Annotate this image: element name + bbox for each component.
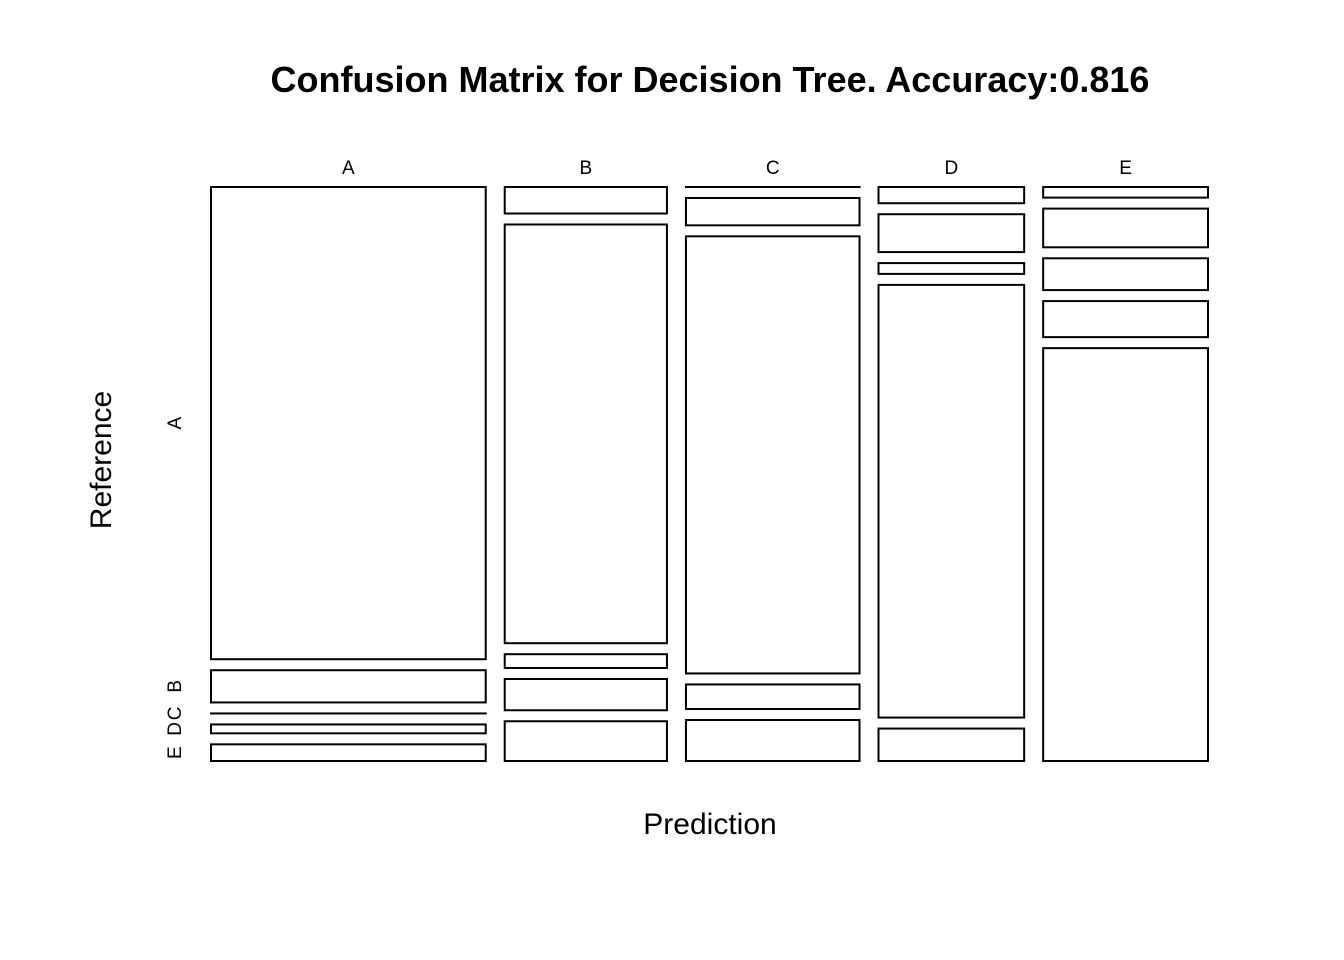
cell-pred-b-ref-d (503, 677, 668, 712)
prediction-label-e: E (1119, 158, 1132, 179)
mosaic-cells (210, 186, 1210, 763)
reference-label-e: E (165, 746, 186, 759)
cell-pred-b-ref-e (503, 720, 668, 762)
cell-pred-d-ref-d (877, 283, 1026, 719)
cell-pred-c-ref-d (684, 683, 861, 711)
prediction-label-d: D (944, 158, 958, 179)
x-axis-label: Prediction (643, 808, 776, 841)
prediction-label-c: C (766, 158, 780, 179)
reference-label-a: A (165, 416, 186, 429)
cell-pred-d-ref-b (877, 213, 1026, 254)
cell-pred-c-ref-c (684, 235, 861, 675)
cell-pred-a-ref-e (210, 743, 487, 762)
reference-tick-labels: A B CDE (165, 416, 186, 759)
cell-pred-d-ref-e (877, 727, 1026, 763)
prediction-label-a: A (342, 158, 355, 179)
cell-pred-a-ref-b (210, 669, 487, 704)
cell-pred-b-ref-b (503, 223, 668, 645)
reference-label-b: B (165, 680, 186, 693)
cell-pred-d-ref-c (877, 262, 1026, 275)
cell-pred-e-ref-b (1042, 207, 1210, 249)
cell-pred-c-ref-e (684, 719, 861, 763)
cell-pred-e-ref-d (1042, 300, 1210, 339)
reference-label-c: C (165, 707, 186, 721)
cell-pred-e-ref-c (1042, 257, 1210, 292)
prediction-label-b: B (579, 158, 592, 179)
prediction-tick-labels: A B C D E (342, 158, 1132, 179)
reference-label-d: D (165, 722, 186, 736)
cell-pred-a-ref-a (210, 186, 487, 661)
chart-title: Confusion Matrix for Decision Tree. Accu… (271, 59, 1150, 100)
cell-pred-a-ref-d (210, 723, 487, 735)
cell-pred-b-ref-c (503, 653, 668, 669)
cell-pred-d-ref-a (877, 186, 1026, 205)
cell-pred-c-ref-b (684, 197, 861, 227)
cell-pred-b-ref-a (503, 186, 668, 215)
cell-pred-e-ref-a (1042, 186, 1210, 199)
cell-pred-e-ref-e (1042, 347, 1210, 762)
y-axis-label: Reference (85, 391, 118, 529)
